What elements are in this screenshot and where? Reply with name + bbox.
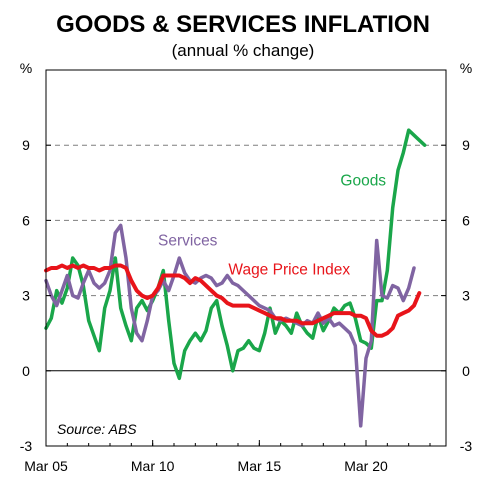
x-tick-label: Mar 10 [131, 458, 175, 474]
gridlines [46, 144, 446, 372]
left-tick-label: -3 [20, 438, 33, 454]
series-lines [44, 128, 427, 428]
left-tick-label: 9 [22, 137, 30, 153]
left-tick-label: 3 [22, 288, 30, 304]
chart-title: GOODS & SERVICES INFLATION [56, 11, 430, 38]
plot-frame [45, 69, 447, 447]
wage-price-index-label: Wage Price Index [228, 261, 350, 278]
right-axis-unit: % [460, 60, 472, 76]
source-note: Source: ABS [57, 421, 137, 437]
x-tick-label: Mar 20 [344, 458, 388, 474]
chart-subtitle: (annual % change) [172, 41, 315, 60]
left-tick-label: 0 [22, 363, 30, 379]
series-labels: Goods Services Wage Price Index [158, 172, 386, 278]
axis-ticks: -3 -3 0 0 3 3 6 6 9 9 Mar 05 Mar 10 Mar 15 Mar 20 [20, 137, 473, 474]
right-tick-label: 0 [462, 363, 470, 379]
x-tick-label: Mar 05 [24, 458, 68, 474]
wage-price-index-line [44, 263, 422, 338]
right-tick-label: 9 [462, 137, 470, 153]
left-axis-unit: % [20, 60, 32, 76]
left-tick-label: 6 [22, 212, 30, 228]
services-line [44, 223, 416, 428]
services-label: Services [158, 232, 218, 249]
right-tick-label: 3 [462, 288, 470, 304]
right-tick-label: -3 [460, 438, 473, 454]
goods-line [44, 128, 427, 381]
x-tick-label: Mar 15 [238, 458, 282, 474]
right-tick-label: 6 [462, 212, 470, 228]
goods-label: Goods [340, 172, 386, 189]
